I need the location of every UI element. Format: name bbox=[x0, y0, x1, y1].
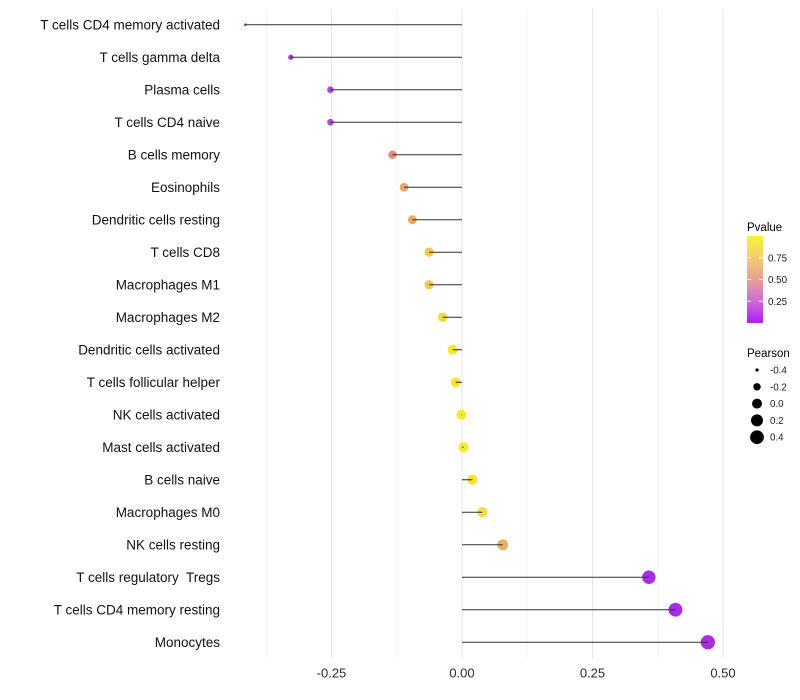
y-axis-label: B cells naive bbox=[144, 472, 220, 487]
y-axis-label: Dendritic cells activated bbox=[78, 342, 220, 357]
x-axis-tick-label: 0.50 bbox=[710, 666, 735, 681]
y-axis-label: Eosinophils bbox=[151, 180, 220, 195]
pearson-tick-label: -0.2 bbox=[770, 382, 787, 393]
pearson-size-key-dot bbox=[755, 368, 759, 372]
y-axis-label: Plasma cells bbox=[144, 82, 220, 97]
y-axis-label: T cells follicular helper bbox=[87, 375, 221, 390]
pearson-tick-label: -0.4 bbox=[770, 366, 787, 377]
x-axis-tick-label: 0.25 bbox=[580, 666, 605, 681]
y-axis-label: Mast cells activated bbox=[102, 440, 220, 455]
y-axis-label: B cells memory bbox=[128, 147, 221, 162]
y-axis-label: T cells CD4 memory activated bbox=[40, 17, 220, 32]
y-axis-label: Macrophages M1 bbox=[116, 277, 220, 292]
pvalue-tick-label: 0.25 bbox=[768, 297, 788, 308]
pearson-size-key-dot bbox=[753, 383, 761, 391]
y-axis-label: NK cells activated bbox=[113, 407, 220, 422]
y-axis-label: Macrophages M0 bbox=[116, 505, 220, 520]
x-axis-tick-label: -0.25 bbox=[317, 666, 347, 681]
pearson-tick-label: 0.0 bbox=[770, 399, 784, 410]
pvalue-legend-title: Pvalue bbox=[747, 222, 782, 234]
pvalue-tick-label: 0.75 bbox=[768, 253, 788, 264]
data-point-dot bbox=[399, 182, 409, 192]
x-axis-tick-label: 0.00 bbox=[449, 666, 474, 681]
pearson-legend-title: Pearson bbox=[747, 348, 790, 360]
pearson-size-key-dot bbox=[752, 398, 762, 409]
pearson-size-key-dot bbox=[750, 430, 764, 445]
y-axis-label: T cells CD4 memory resting bbox=[54, 602, 220, 617]
pearson-tick-label: 0.2 bbox=[770, 416, 784, 427]
y-axis-label: Macrophages M2 bbox=[116, 310, 220, 325]
data-point-dot bbox=[467, 474, 478, 485]
y-axis-label: T cells regulatory Tregs bbox=[76, 570, 220, 585]
pearson-size-key-dot bbox=[750, 414, 764, 427]
y-axis-label: Monocytes bbox=[155, 635, 221, 650]
y-axis-label: T cells gamma delta bbox=[99, 50, 220, 65]
y-axis-label: T cells CD8 bbox=[150, 245, 220, 260]
pvalue-tick-label: 0.50 bbox=[768, 275, 788, 286]
y-axis-label: Dendritic cells resting bbox=[92, 212, 220, 227]
y-axis-label: T cells CD4 naive bbox=[114, 115, 220, 130]
pearson-tick-label: 0.4 bbox=[770, 433, 784, 444]
y-axis-label: NK cells resting bbox=[126, 537, 220, 552]
